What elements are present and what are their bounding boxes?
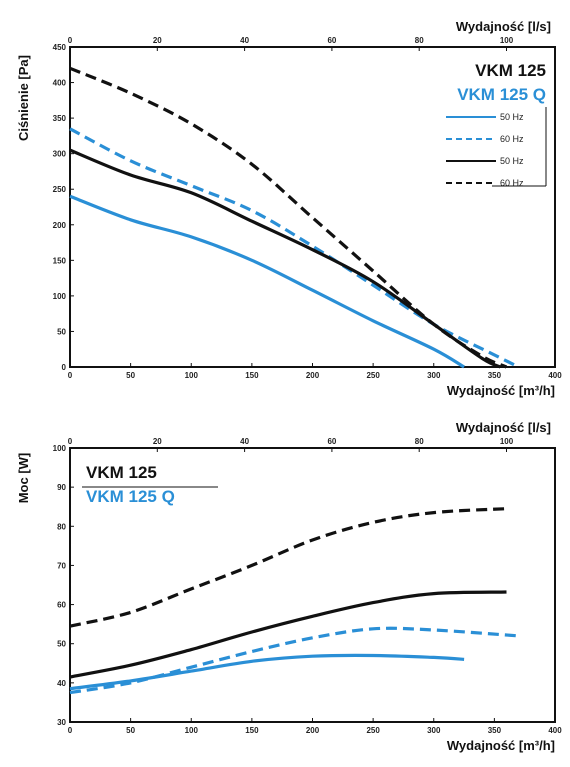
x-tick-label: 100 <box>185 371 199 380</box>
y-tick-label: 50 <box>57 327 66 336</box>
x-axis-title: Wydajność [m³/h] <box>447 383 555 398</box>
y-tick-label: 300 <box>53 150 67 159</box>
legend-entry-label: 60 Hz <box>500 178 524 188</box>
legend-entry-label: 50 Hz <box>500 156 524 166</box>
chart-1: 0 50 100 150 200 250 300 350 400 0 20 40 60 80 100 0 50 1… <box>16 19 562 398</box>
x-tick-label: 150 <box>245 371 259 380</box>
y-tick-label: 60 <box>57 601 66 610</box>
x-tick-label: 0 <box>68 371 73 380</box>
y-tick-label: 50 <box>57 640 66 649</box>
x-tick-label: 150 <box>245 726 259 735</box>
x2-tick-label: 60 <box>327 36 336 45</box>
series-vkm-125-q-60hz-dashed <box>69 127 520 369</box>
y-tick-label: 100 <box>53 444 67 453</box>
y-tick-label: 70 <box>57 561 66 570</box>
x-tick-label: 350 <box>488 726 502 735</box>
y-tick-label: 30 <box>57 718 66 727</box>
x-tick-label: 200 <box>306 371 320 380</box>
series-vkm-125-60hz-dashed <box>69 66 508 369</box>
y-axis-title: Moc [W] <box>16 453 31 504</box>
x-tick-label: 400 <box>548 726 562 735</box>
legend-box <box>76 455 218 521</box>
y-tick-label: 90 <box>57 483 66 492</box>
legend-entry-label: 50 Hz <box>500 112 524 122</box>
x2-axis-title: Wydajność [l/s] <box>456 19 551 34</box>
y-tick-label: 250 <box>53 185 67 194</box>
y-tick-label: 450 <box>53 43 67 52</box>
x2-tick-label: 40 <box>240 437 249 446</box>
series-vkm-125-60hz-dashed <box>69 507 507 628</box>
y-tick-label: 150 <box>53 256 67 265</box>
series-vkm-125-50hz-solid <box>69 148 502 369</box>
legend-title-vkm125q: VKM 125 Q <box>457 85 546 104</box>
legend-box <box>424 58 552 198</box>
x2-tick-label: 40 <box>240 36 249 45</box>
x-tick-label: 300 <box>427 371 441 380</box>
legend-title-vkm125: VKM 125 <box>475 61 546 80</box>
x-tick-label: 0 <box>68 726 73 735</box>
x2-tick-label: 100 <box>500 437 514 446</box>
y-tick-label: 100 <box>53 292 67 301</box>
x2-tick-label: 80 <box>415 36 424 45</box>
x2-tick-label: 0 <box>68 437 73 446</box>
x-tick-label: 50 <box>126 726 135 735</box>
y-tick-label: 0 <box>62 363 67 372</box>
y-tick-label: 80 <box>57 522 66 531</box>
x2-tick-label: 60 <box>327 437 336 446</box>
x2-tick-label: 0 <box>68 36 73 45</box>
x-tick-label: 300 <box>427 726 441 735</box>
x2-tick-label: 20 <box>153 36 162 45</box>
series-vkm-125-q-50hz-solid <box>69 653 465 691</box>
legend-entry-label: 60 Hz <box>500 134 524 144</box>
x-tick-label: 50 <box>126 371 135 380</box>
y-tick-label: 400 <box>53 79 67 88</box>
x-tick-label: 250 <box>366 371 380 380</box>
x2-axis-title: Wydajność [l/s] <box>456 420 551 435</box>
legend-title-vkm125q: VKM 125 Q <box>86 487 175 506</box>
x-axis-title: Wydajność [m³/h] <box>447 738 555 753</box>
y-tick-label: 40 <box>57 679 66 688</box>
series-vkm-125-q-60hz-dashed <box>69 626 519 695</box>
y-tick-label: 200 <box>53 221 67 230</box>
x2-tick-label: 100 <box>500 36 514 45</box>
x-tick-label: 350 <box>488 371 502 380</box>
y-tick-label: 350 <box>53 114 67 123</box>
x2-tick-label: 20 <box>153 437 162 446</box>
chart-2: 0 50 100 150 200 250 300 350 400 0 20 40 60 80 100 30 40… <box>16 420 562 753</box>
x-tick-label: 100 <box>185 726 199 735</box>
y-axis-title: Ciśnienie [Pa] <box>16 55 31 141</box>
x-tick-label: 250 <box>366 726 380 735</box>
legend-title-vkm125: VKM 125 <box>86 463 157 482</box>
x-tick-label: 200 <box>306 726 320 735</box>
x2-tick-label: 80 <box>415 437 424 446</box>
x-tick-label: 400 <box>548 371 562 380</box>
series-vkm-125-50hz-solid <box>69 590 507 679</box>
series-vkm-125-q-50hz-solid <box>69 194 465 369</box>
